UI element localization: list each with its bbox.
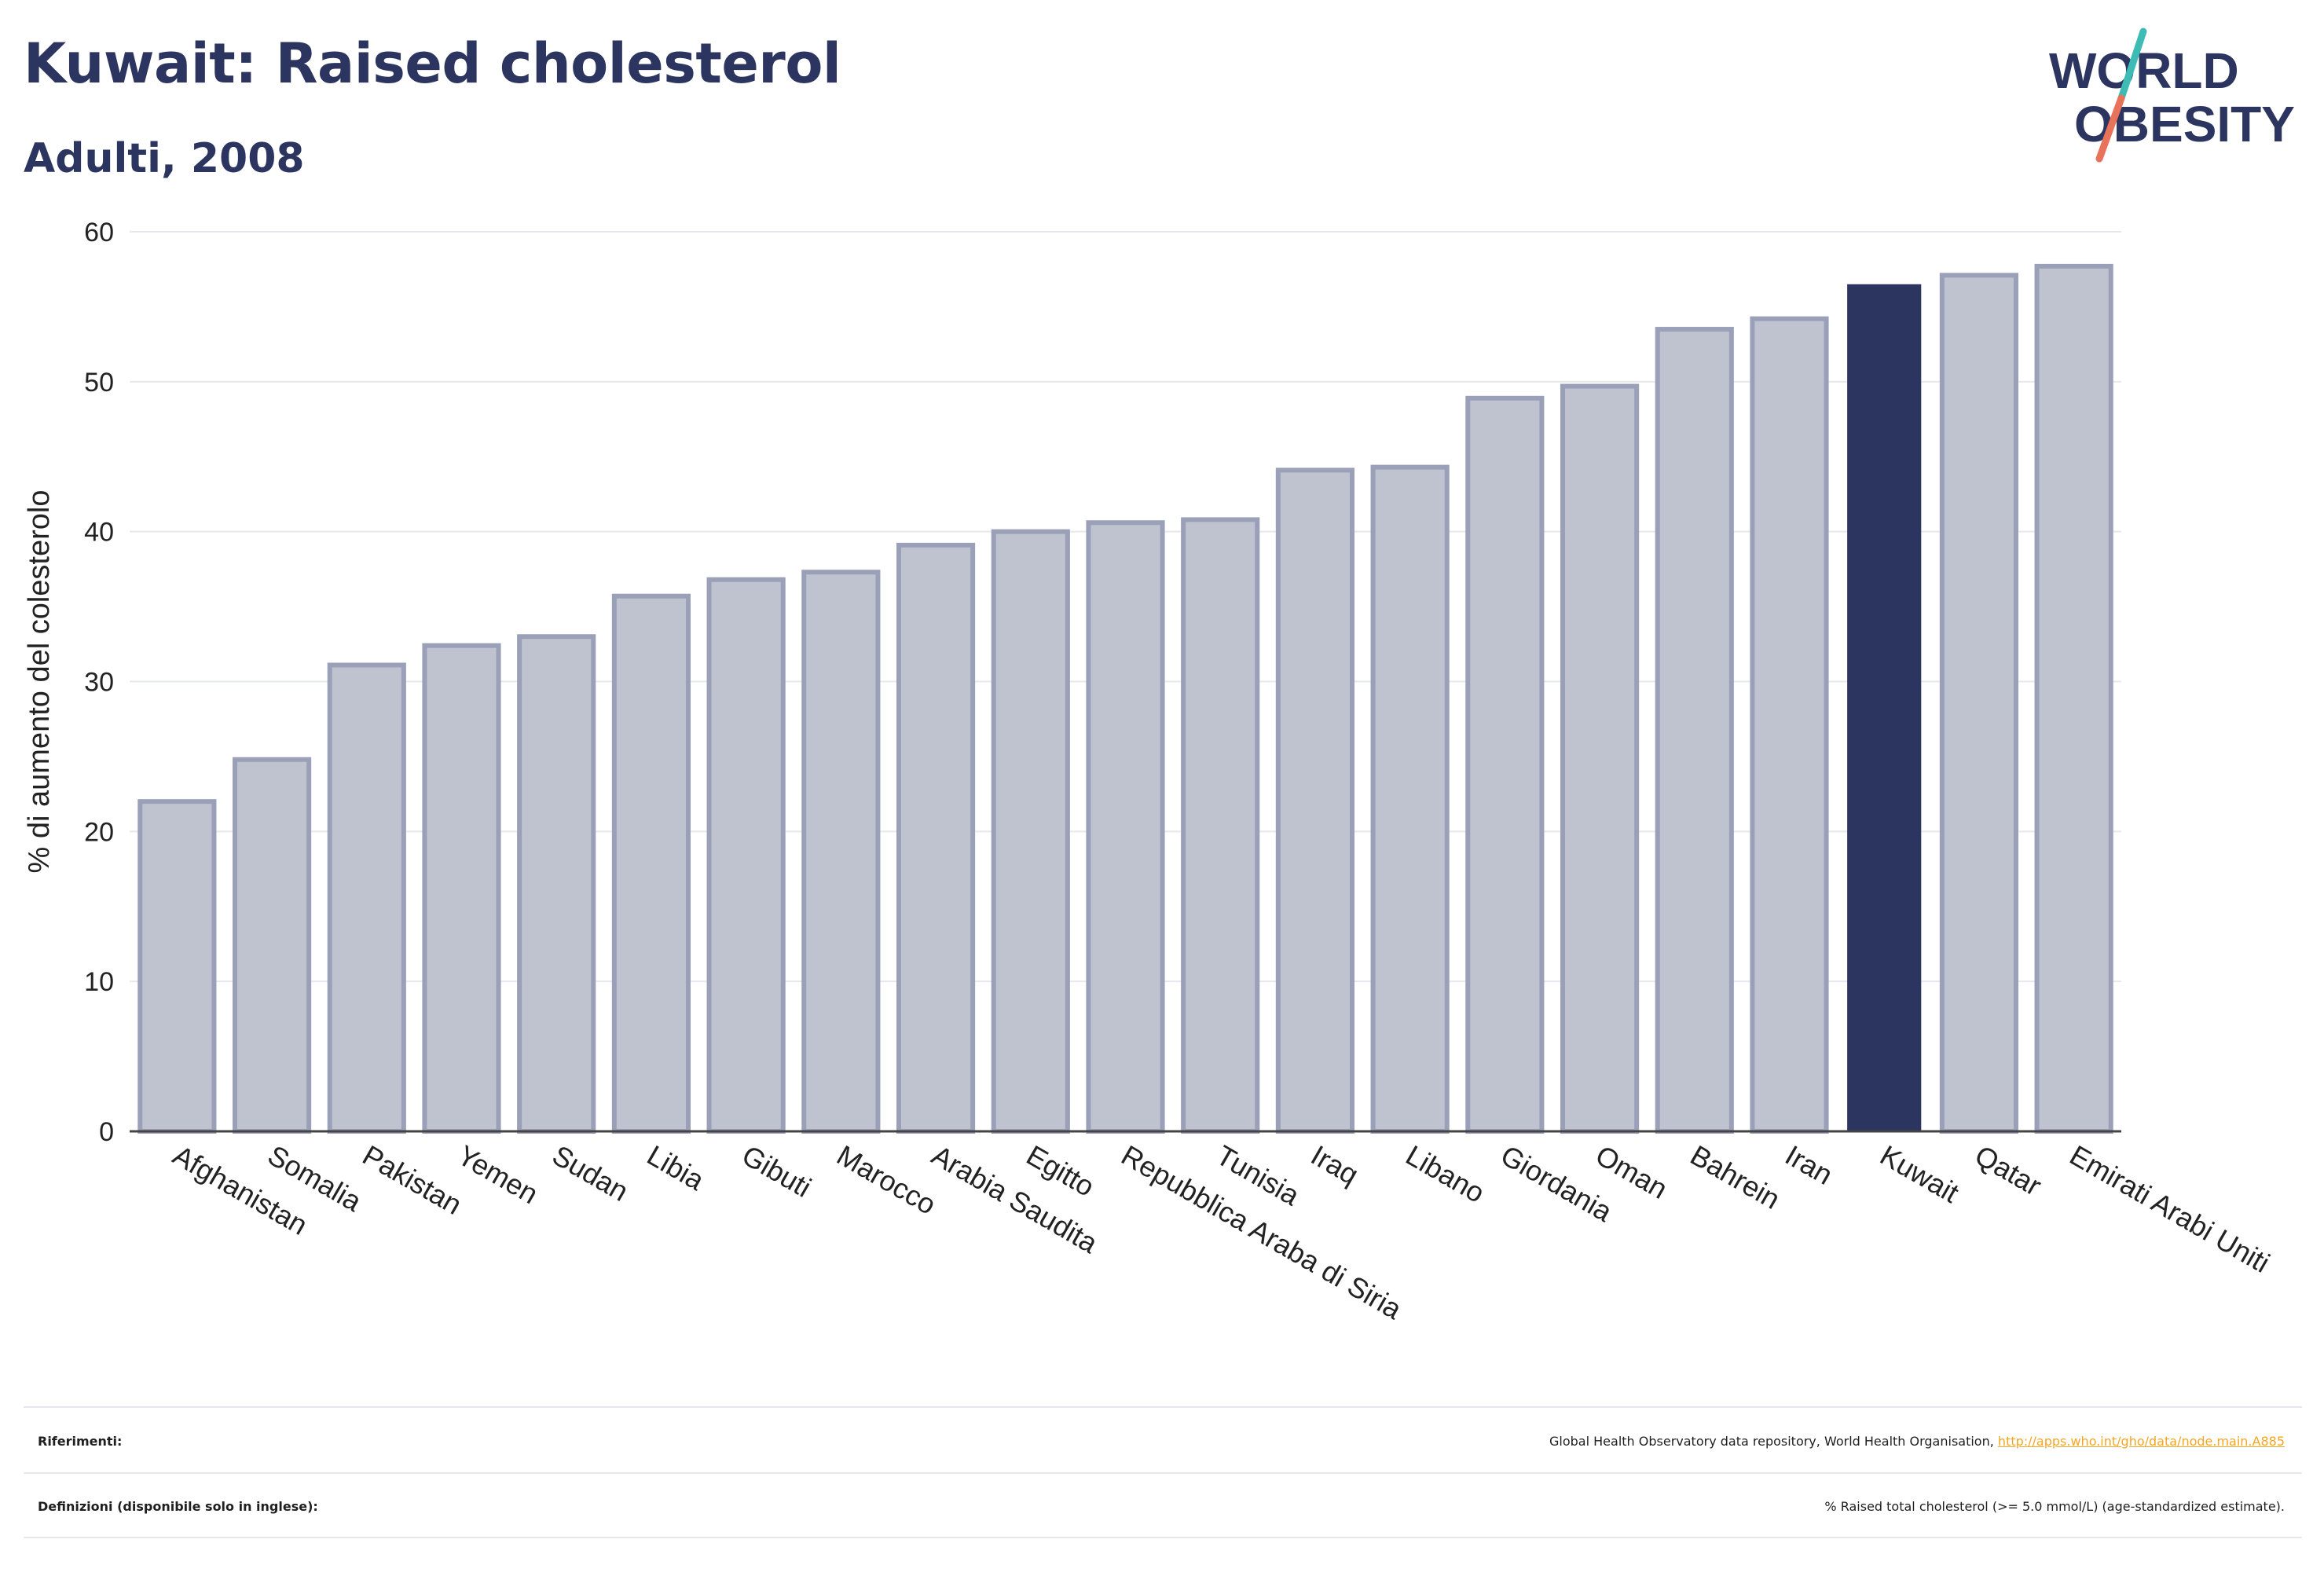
- references-text: Global Health Observatory data repositor…: [1549, 1433, 1998, 1449]
- references-value: Global Health Observatory data repositor…: [1549, 1434, 2302, 1449]
- bar: [1655, 327, 1734, 1134]
- bar: [2034, 263, 2113, 1134]
- bar: [232, 757, 312, 1134]
- x-tick-label: Libia: [642, 1138, 710, 1197]
- y-tick-label: 60: [84, 218, 114, 247]
- bar: [1465, 395, 1545, 1134]
- definitions-label: Definizioni (disponibile solo in inglese…: [38, 1498, 318, 1514]
- bar: [1181, 517, 1260, 1134]
- bar: [1370, 464, 1450, 1134]
- y-tick-labels: 0 10 20 30 40 50 60: [84, 218, 114, 1147]
- bar: [517, 634, 596, 1134]
- references-label: Riferimenti:: [38, 1433, 123, 1449]
- y-tick-label: 10: [84, 967, 114, 997]
- footer-rule-middle: [24, 1472, 2302, 1474]
- bar-highlight: [1847, 284, 1922, 1132]
- x-tick-label: Libano: [1401, 1138, 1490, 1209]
- references-link[interactable]: http://apps.who.int/gho/data/node.main.A…: [1997, 1433, 2285, 1449]
- x-tick-label: Marocco: [831, 1138, 941, 1221]
- x-tick-label: Qatar: [1970, 1138, 2047, 1202]
- definitions-row: Definizioni (disponibile solo in inglese…: [24, 1474, 2302, 1538]
- bar-chart: 0 10 20 30 40 50 60 AfghanistanSomaliaPakistan…: [23, 218, 2275, 1326]
- bar: [991, 529, 1070, 1134]
- logo-line-1: WORLD: [2049, 42, 2239, 99]
- references-row: Riferimenti: Global Health Observatory d…: [24, 1409, 2302, 1473]
- page-subtitle: Adulti, 2008: [24, 135, 305, 182]
- bar: [801, 570, 881, 1134]
- x-tick-label: Emirati Arabi Uniti: [2065, 1138, 2275, 1279]
- bar: [1750, 316, 1829, 1134]
- page-title: Kuwait: Raised cholesterol: [24, 31, 841, 96]
- bar: [1086, 520, 1165, 1134]
- logo-slash-top: [2117, 27, 2147, 102]
- x-tick-label: Pakistan: [357, 1138, 467, 1221]
- bar: [896, 542, 976, 1134]
- x-tick-label: Yemen: [453, 1138, 544, 1210]
- x-tick-label: Kuwait: [1875, 1138, 1964, 1209]
- x-tick-label: Iraq: [1306, 1138, 1364, 1191]
- bar: [1560, 383, 1640, 1134]
- bar: [611, 593, 691, 1134]
- bar: [327, 662, 406, 1134]
- y-axis-label: % di aumento del colesterolo: [23, 490, 56, 874]
- y-tick-label: 50: [84, 368, 114, 398]
- x-tick-label: Iran: [1780, 1138, 1838, 1191]
- bar: [422, 643, 501, 1134]
- bar: [1939, 273, 2019, 1134]
- y-tick-label: 20: [84, 817, 114, 847]
- x-tick-label: Bahrein: [1685, 1138, 1786, 1215]
- x-tick-label: Arabia Saudita: [926, 1138, 1104, 1259]
- footer-rule-bottom: [24, 1537, 2302, 1538]
- x-tick-label: Gibuti: [737, 1138, 817, 1204]
- world-obesity-logo: WORLD OBESITY: [2049, 27, 2295, 163]
- footer-rule-top: [24, 1406, 2302, 1408]
- y-tick-label: 40: [84, 518, 114, 548]
- x-tick-label: Sudan: [547, 1138, 634, 1208]
- logo-slash-bottom: [2095, 94, 2125, 163]
- y-tick-label: 30: [84, 668, 114, 698]
- bar: [1275, 467, 1355, 1134]
- bars: [137, 263, 2113, 1134]
- definitions-value: % Raised total cholesterol (>= 5.0 mmol/…: [1824, 1498, 2285, 1514]
- bar: [706, 577, 786, 1134]
- y-tick-label: 0: [99, 1117, 114, 1147]
- bar: [137, 799, 217, 1134]
